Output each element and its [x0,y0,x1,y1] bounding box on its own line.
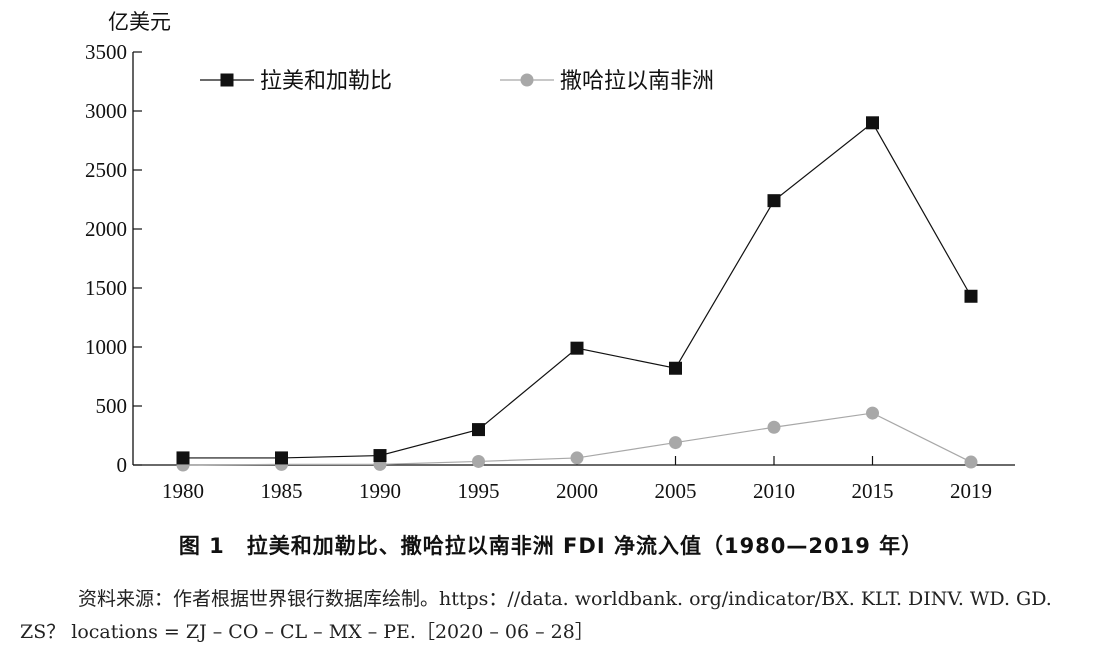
x-tick-label: 2015 [852,479,894,503]
data-point [570,451,584,465]
y-tick-label: 3000 [85,99,127,123]
data-point [767,420,781,434]
legend-marker [520,73,534,87]
y-axis-unit-label: 亿美元 [108,10,171,34]
series-line [183,121,972,459]
y-tick-label: 3500 [85,40,127,64]
y-tick-label: 0 [117,453,128,477]
series-2 [176,406,978,472]
y-tick-label: 1500 [85,276,127,300]
x-tick-label: 2010 [753,479,795,503]
data-point [669,436,682,450]
x-tick-label: 1995 [458,479,500,503]
legend-marker [220,73,234,87]
series-1 [176,116,978,465]
y-tick-label: 1000 [85,335,127,359]
legend: 拉美和加勒比 撒哈拉以南非洲 [200,69,714,94]
data-point [669,361,682,375]
legend-label: 拉美和加勒比 [260,69,392,94]
x-tick-label: 1985 [261,479,303,503]
data-point [373,449,387,463]
y-tick-label: 500 [96,394,128,418]
x-axis-ticks: 1980 1985 1990 1995 2000 2005 2010 2015 2019 [162,456,992,503]
source-note: 资料来源：作者根据世界银行数据库绘制。https：//data. worldba… [20,588,1052,643]
x-tick-label: 2005 [655,479,697,503]
axes [132,52,1015,466]
x-tick-label: 2000 [556,479,598,503]
data-point [866,116,879,130]
x-tick-label: 2019 [950,479,992,503]
legend-label: 撒哈拉以南非洲 [560,69,714,94]
x-tick-label: 1980 [162,479,204,503]
series-layer [176,116,978,472]
data-point [176,451,190,465]
data-point [570,341,584,355]
data-point [866,406,879,420]
figure-caption: 图 1 拉美和加勒比、撒哈拉以南非洲 FDI 净流入值（1980—2019 年） [178,534,924,558]
legend-item: 撒哈拉以南非洲 [500,69,714,94]
data-point [767,194,781,208]
data-point [964,289,978,303]
legend-item: 拉美和加勒比 [200,69,392,94]
y-tick-label: 2500 [85,158,127,182]
data-point [472,454,485,468]
y-tick-label: 2000 [85,217,127,241]
data-point [964,455,978,469]
data-point [472,423,485,437]
data-point [275,451,288,465]
x-tick-label: 1990 [359,479,401,503]
y-axis-ticks: 0 500 1000 1500 2000 2500 3000 3500 [85,40,142,477]
